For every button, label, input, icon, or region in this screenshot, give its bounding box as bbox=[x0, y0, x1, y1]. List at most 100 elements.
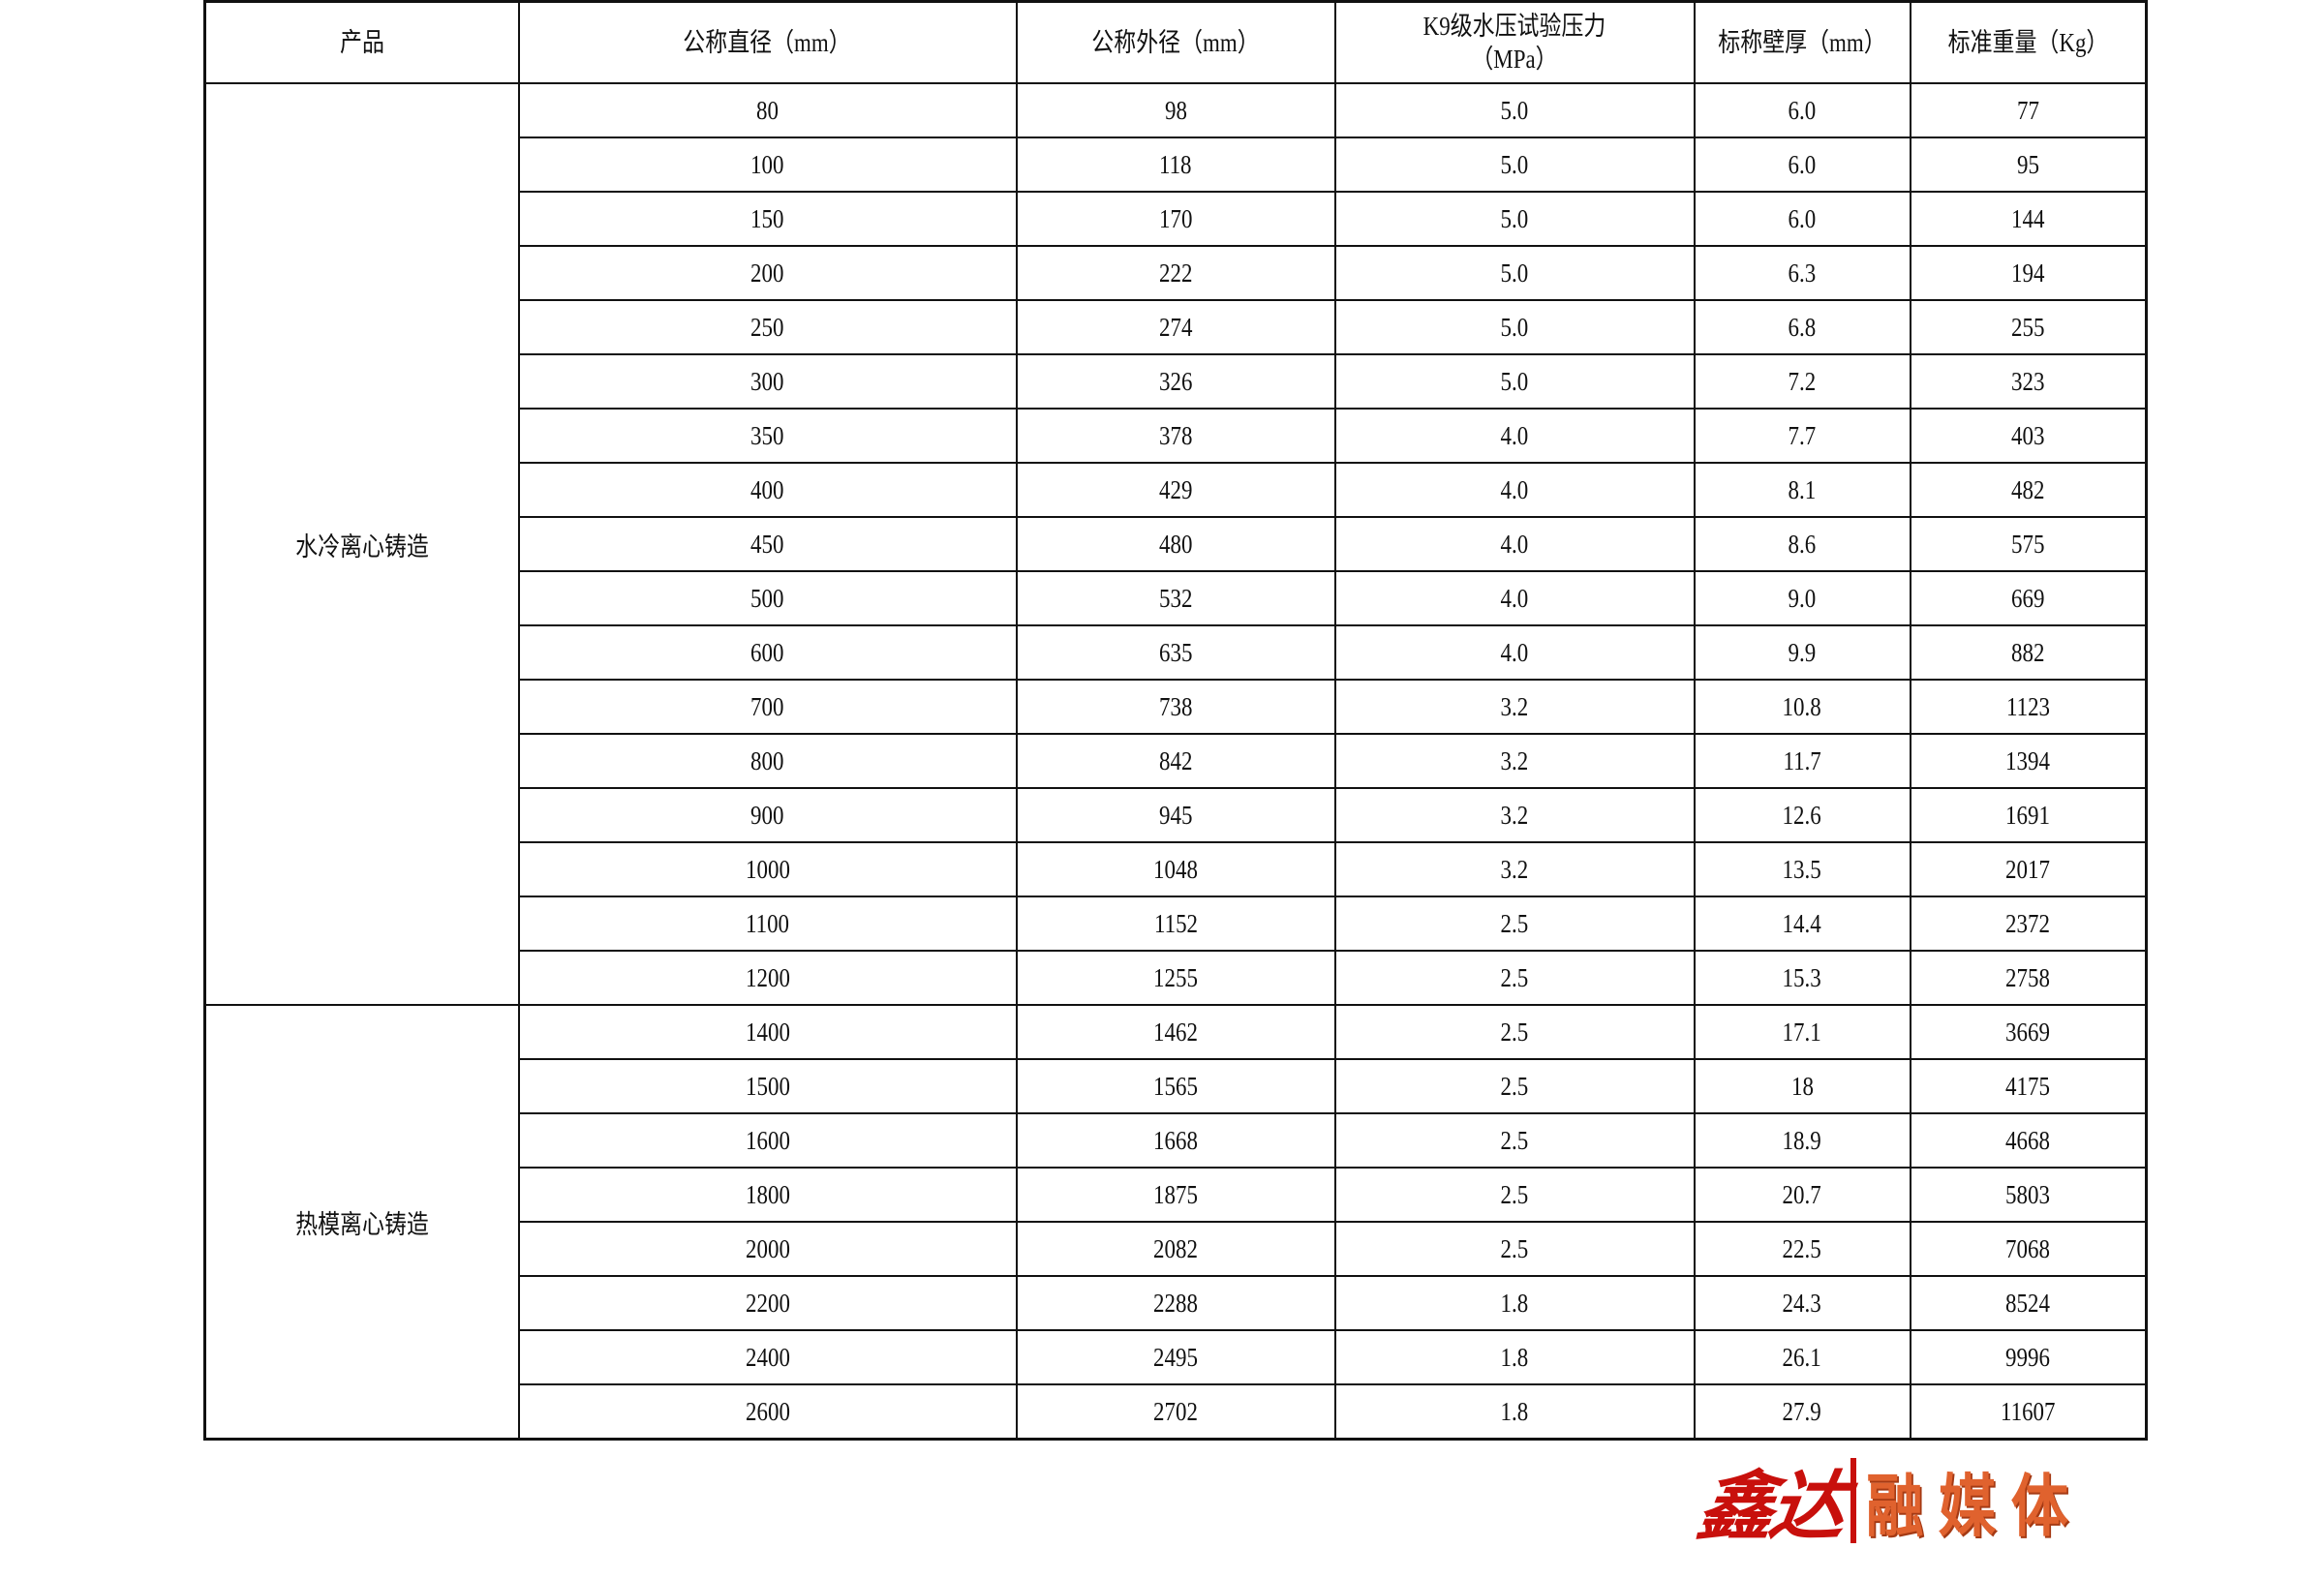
nominal-diameter-cell: 900 bbox=[517, 787, 1018, 843]
nominal-diameter-cell: 350 bbox=[517, 408, 1018, 464]
outer-diameter-cell: 1875 bbox=[1015, 1167, 1336, 1223]
table-row: 热模离心铸造 1400 1462 2.5 17.1 3669 bbox=[203, 1004, 2148, 1441]
wall-thickness-cell: 9.0 bbox=[1693, 570, 1911, 626]
weight-cell: 1691 bbox=[1909, 787, 2148, 843]
table-row: 1800 1875 2.5 20.7 5803 bbox=[205, 1167, 2148, 1223]
outer-diameter-cell: 480 bbox=[1015, 516, 1336, 572]
wall-thickness-cell: 6.3 bbox=[1693, 245, 1911, 301]
outer-diameter-cell: 2495 bbox=[1015, 1329, 1336, 1385]
test-pressure-cell: 3.2 bbox=[1333, 733, 1696, 789]
logo-suffix: 融媒体 bbox=[1866, 1466, 2084, 1546]
nominal-diameter-cell: 1500 bbox=[517, 1058, 1018, 1114]
table-row: 水冷离心铸造 80 98 5.0 6.0 77 bbox=[203, 82, 2148, 1006]
weight-cell: 575 bbox=[1909, 516, 2148, 572]
nominal-diameter-cell: 700 bbox=[517, 679, 1018, 735]
product-cell: 水冷离心铸造 bbox=[203, 82, 520, 1006]
nominal-diameter-cell: 2400 bbox=[517, 1329, 1018, 1385]
weight-cell: 1123 bbox=[1909, 679, 2148, 735]
nominal-diameter-cell: 2000 bbox=[517, 1221, 1018, 1277]
logo-brand: 鑫达 bbox=[1692, 1463, 1849, 1551]
nominal-diameter-cell: 300 bbox=[517, 353, 1018, 410]
wall-thickness-cell: 6.0 bbox=[1693, 191, 1911, 247]
outer-diameter-cell: 1152 bbox=[1015, 896, 1336, 952]
outer-diameter-cell: 274 bbox=[1015, 299, 1336, 355]
test-pressure-cell: 3.2 bbox=[1333, 787, 1696, 843]
table-row: 2600 2702 1.8 27.9 11607 bbox=[205, 1383, 2148, 1441]
outer-diameter-cell: 532 bbox=[1015, 570, 1336, 626]
weight-cell: 3669 bbox=[1909, 1004, 2148, 1060]
weight-cell: 194 bbox=[1909, 245, 2148, 301]
test-pressure-cell: 4.0 bbox=[1333, 570, 1696, 626]
nominal-diameter-cell: 1200 bbox=[517, 950, 1018, 1006]
outer-diameter-cell: 118 bbox=[1015, 137, 1336, 193]
test-pressure-cell: 2.5 bbox=[1333, 1112, 1696, 1169]
weight-cell: 5803 bbox=[1909, 1167, 2148, 1223]
test-pressure-cell: 2.5 bbox=[1333, 896, 1696, 952]
wall-thickness-cell: 22.5 bbox=[1693, 1221, 1911, 1277]
outer-diameter-cell: 842 bbox=[1015, 733, 1336, 789]
outer-diameter-cell: 2702 bbox=[1015, 1383, 1336, 1441]
weight-cell: 11607 bbox=[1909, 1383, 2148, 1441]
weight-cell: 95 bbox=[1909, 137, 2148, 193]
table-row: 600 635 4.0 9.9 882 bbox=[205, 624, 2148, 681]
nominal-diameter-cell: 1800 bbox=[517, 1167, 1018, 1223]
product-cell: 热模离心铸造 bbox=[203, 1004, 520, 1441]
wall-thickness-cell: 17.1 bbox=[1693, 1004, 1911, 1060]
table-row: 1600 1668 2.5 18.9 4668 bbox=[205, 1112, 2148, 1169]
nominal-diameter-cell: 1000 bbox=[517, 841, 1018, 897]
wall-thickness-cell: 12.6 bbox=[1693, 787, 1911, 843]
header-outer-diameter: 公称外径（mm） bbox=[1015, 0, 1336, 84]
table-row: 2200 2288 1.8 24.3 8524 bbox=[205, 1275, 2148, 1331]
table-row: 1100 1152 2.5 14.4 2372 bbox=[205, 896, 2148, 952]
header-test-pressure: K9级水压试验压力（MPa） bbox=[1333, 0, 1696, 84]
wall-thickness-cell: 6.8 bbox=[1693, 299, 1911, 355]
outer-diameter-cell: 2082 bbox=[1015, 1221, 1336, 1277]
table-row: 2400 2495 1.8 26.1 9996 bbox=[205, 1329, 2148, 1385]
wall-thickness-cell: 7.7 bbox=[1693, 408, 1911, 464]
outer-diameter-cell: 170 bbox=[1015, 191, 1336, 247]
table-row: 450 480 4.0 8.6 575 bbox=[205, 516, 2148, 572]
weight-cell: 2017 bbox=[1909, 841, 2148, 897]
table-row: 700 738 3.2 10.8 1123 bbox=[205, 679, 2148, 735]
table-row: 300 326 5.0 7.2 323 bbox=[205, 353, 2148, 410]
nominal-diameter-cell: 2600 bbox=[517, 1383, 1018, 1441]
test-pressure-cell: 5.0 bbox=[1333, 353, 1696, 410]
outer-diameter-cell: 326 bbox=[1015, 353, 1336, 410]
test-pressure-cell: 4.0 bbox=[1333, 408, 1696, 464]
table-row: 350 378 4.0 7.7 403 bbox=[205, 408, 2148, 464]
wall-thickness-cell: 6.0 bbox=[1693, 82, 1911, 138]
test-pressure-cell: 1.8 bbox=[1333, 1329, 1696, 1385]
header-nominal-diameter: 公称直径（mm） bbox=[517, 0, 1018, 84]
test-pressure-cell: 2.5 bbox=[1333, 1221, 1696, 1277]
test-pressure-cell: 2.5 bbox=[1333, 1167, 1696, 1223]
weight-cell: 323 bbox=[1909, 353, 2148, 410]
outer-diameter-cell: 1668 bbox=[1015, 1112, 1336, 1169]
weight-cell: 4175 bbox=[1909, 1058, 2148, 1114]
table-row: 500 532 4.0 9.0 669 bbox=[205, 570, 2148, 626]
nominal-diameter-cell: 2200 bbox=[517, 1275, 1018, 1331]
wall-thickness-cell: 8.6 bbox=[1693, 516, 1911, 572]
outer-diameter-cell: 429 bbox=[1015, 462, 1336, 518]
table-row: 200 222 5.0 6.3 194 bbox=[205, 245, 2148, 301]
test-pressure-cell: 1.8 bbox=[1333, 1383, 1696, 1441]
nominal-diameter-cell: 250 bbox=[517, 299, 1018, 355]
wall-thickness-cell: 15.3 bbox=[1693, 950, 1911, 1006]
wall-thickness-cell: 13.5 bbox=[1693, 841, 1911, 897]
test-pressure-cell: 5.0 bbox=[1333, 82, 1696, 138]
wall-thickness-cell: 6.0 bbox=[1693, 137, 1911, 193]
nominal-diameter-cell: 800 bbox=[517, 733, 1018, 789]
test-pressure-cell: 3.2 bbox=[1333, 679, 1696, 735]
test-pressure-cell: 4.0 bbox=[1333, 516, 1696, 572]
test-pressure-cell: 5.0 bbox=[1333, 191, 1696, 247]
wall-thickness-cell: 27.9 bbox=[1693, 1383, 1911, 1441]
outer-diameter-cell: 635 bbox=[1015, 624, 1336, 681]
test-pressure-cell: 1.8 bbox=[1333, 1275, 1696, 1331]
weight-cell: 669 bbox=[1909, 570, 2148, 626]
wall-thickness-cell: 11.7 bbox=[1693, 733, 1911, 789]
table-row: 1000 1048 3.2 13.5 2017 bbox=[205, 841, 2148, 897]
nominal-diameter-cell: 1600 bbox=[517, 1112, 1018, 1169]
wall-thickness-cell: 8.1 bbox=[1693, 462, 1911, 518]
test-pressure-cell: 3.2 bbox=[1333, 841, 1696, 897]
test-pressure-cell: 5.0 bbox=[1333, 299, 1696, 355]
outer-diameter-cell: 222 bbox=[1015, 245, 1336, 301]
